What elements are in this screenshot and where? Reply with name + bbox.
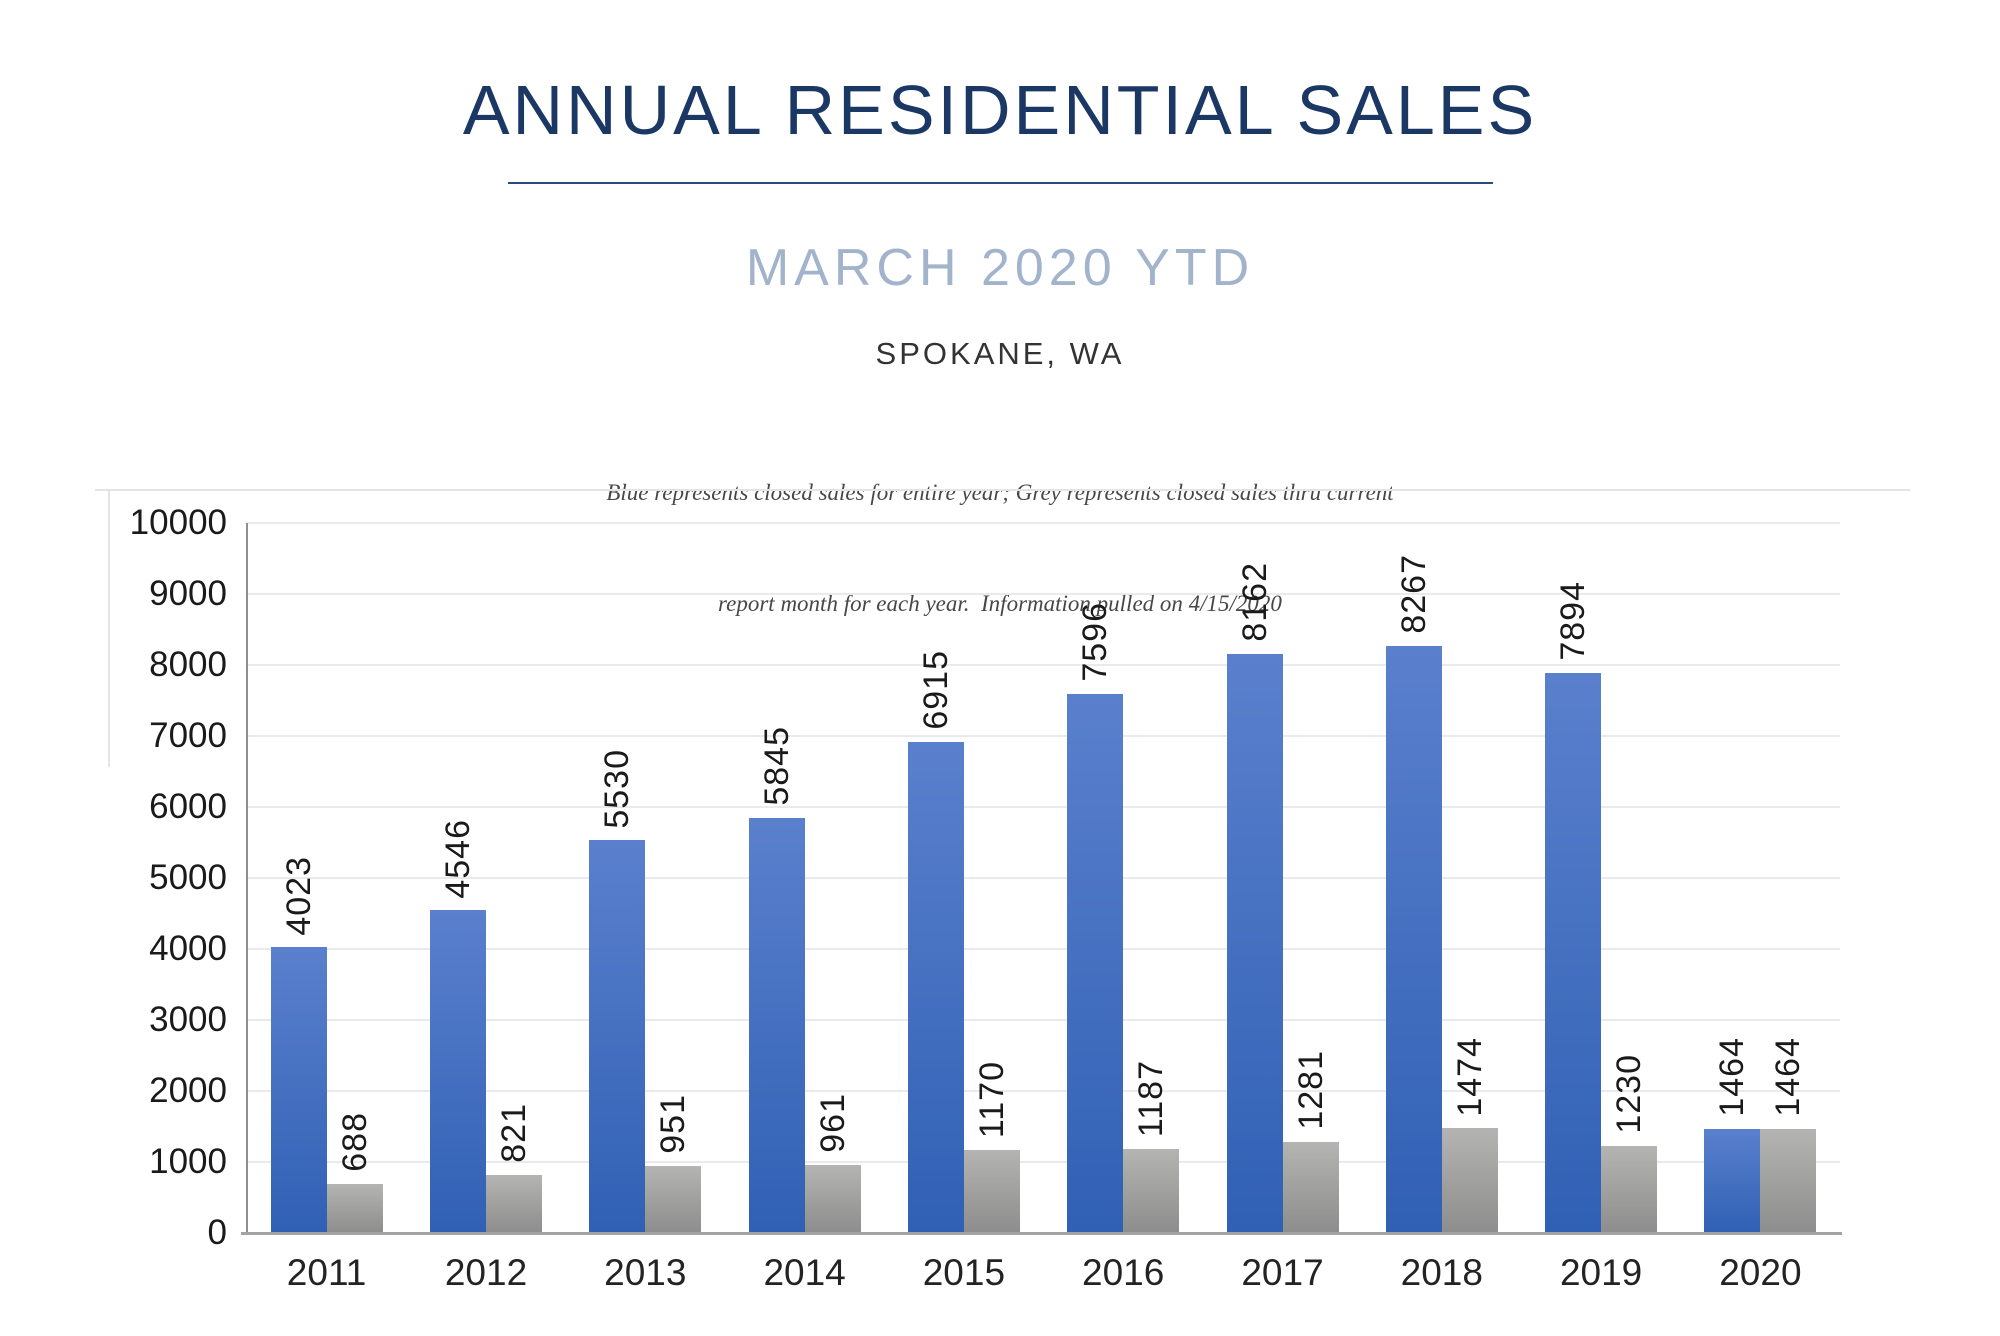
bar-annual-2016: [1067, 693, 1124, 1233]
panel-left-hairline: [108, 489, 110, 767]
x-axis-label-2020: 2020: [1719, 1252, 1802, 1293]
bar-annual-2019: [1545, 672, 1602, 1233]
bar-ytd-2017: [1282, 1142, 1339, 1233]
bar-value-label-ytd-2020: 1464: [1769, 1037, 1808, 1118]
bar-value-label-annual-2020: 1464: [1713, 1037, 1752, 1118]
y-axis-tick-label: 9000: [149, 574, 227, 613]
y-axis-tick-label: 4000: [149, 929, 227, 968]
bar-value-label-ytd-2011: 688: [335, 1112, 374, 1173]
bar-annual-2015: [907, 742, 964, 1233]
y-axis-tick-label: 5000: [149, 858, 227, 897]
x-axis-label-2013: 2013: [604, 1252, 687, 1293]
x-axis-line: [241, 1232, 1842, 1235]
y-axis-tick-label: 0: [207, 1213, 227, 1252]
bar-ytd-2014: [804, 1164, 861, 1233]
x-axis-label-2014: 2014: [763, 1252, 846, 1293]
gridline: [247, 593, 1840, 595]
gridline: [247, 522, 1840, 524]
bar-ytd-2019: [1601, 1145, 1658, 1233]
page-subtitle: MARCH 2020 YTD: [745, 239, 1255, 297]
bar-value-label-annual-2019: 7894: [1554, 580, 1593, 661]
y-axis-tick-label: 3000: [149, 1000, 227, 1039]
gridline: [247, 806, 1840, 808]
bar-annual-2011: [270, 947, 327, 1233]
gridline: [247, 877, 1840, 879]
bar-ytd-2012: [486, 1174, 542, 1233]
gridline: [247, 735, 1840, 737]
x-axis-label-2019: 2019: [1559, 1252, 1643, 1293]
bar-value-label-annual-2013: 5530: [598, 748, 637, 829]
legend-note-line2: report month for each year. Information …: [718, 591, 1282, 616]
panel-top-hairline: [95, 489, 1910, 491]
y-axis-tick-label: 2000: [149, 1071, 227, 1110]
y-axis-tick-label: 10000: [129, 503, 227, 542]
bar-value-label-ytd-2013: 951: [654, 1093, 693, 1154]
page-location: SPOKANE, WA: [875, 336, 1125, 371]
bar-value-label-ytd-2016: 1187: [1132, 1059, 1171, 1137]
gridline: [247, 664, 1840, 666]
bar-ytd-2020: [1760, 1129, 1817, 1233]
y-axis-tick-label: 7000: [149, 716, 227, 755]
bar-value-label-ytd-2012: 821: [495, 1102, 533, 1163]
bar-ytd-2016: [1123, 1148, 1180, 1233]
bar-annual-2014: [748, 818, 805, 1233]
x-axis-label-2016: 2016: [1082, 1252, 1165, 1293]
y-axis-tick-label: 1000: [149, 1142, 227, 1181]
bar-value-label-annual-2017: 8162: [1235, 561, 1274, 642]
bar-value-label-annual-2016: 7596: [1076, 602, 1115, 682]
bar-value-label-ytd-2015: 1170: [972, 1060, 1011, 1138]
bar-value-label-ytd-2014: 961: [813, 1093, 852, 1153]
bar-value-label-annual-2015: 6915: [916, 650, 955, 730]
bar-annual-2017: [1226, 653, 1283, 1233]
y-axis-line: [246, 523, 248, 1233]
title-underline-rule: [508, 182, 1493, 184]
bar-ytd-2011: [326, 1184, 383, 1233]
bar-value-label-annual-2012: 4546: [439, 818, 477, 899]
bar-annual-2013: [589, 840, 646, 1233]
bar-ytd-2015: [963, 1149, 1020, 1233]
page-title: ANNUAL RESIDENTIAL SALES: [462, 71, 1538, 149]
y-axis-tick-label: 6000: [149, 787, 227, 826]
bar-value-label-annual-2018: 8267: [1394, 554, 1433, 634]
chart-legend-note: Blue represents closed sales for entire …: [0, 400, 2000, 659]
bar-value-label-ytd-2018: 1474: [1450, 1036, 1489, 1117]
gridline: [247, 1161, 1840, 1163]
x-axis-label-2015: 2015: [922, 1252, 1006, 1293]
legend-note-line1: Blue represents closed sales for entire …: [606, 480, 1394, 505]
x-axis-label-2017: 2017: [1241, 1252, 1324, 1293]
gridline: [247, 948, 1840, 950]
bar-value-label-annual-2011: 4023: [279, 855, 318, 936]
x-axis-label-2018: 2018: [1400, 1252, 1483, 1293]
bar-ytd-2013: [645, 1165, 702, 1233]
bar-ytd-2018: [1441, 1128, 1498, 1233]
bar-annual-2018: [1385, 646, 1442, 1233]
gridline: [247, 1090, 1840, 1092]
gridline: [247, 1019, 1840, 1021]
bar-value-label-ytd-2019: 1230: [1610, 1054, 1649, 1134]
y-axis-tick-label: 8000: [149, 645, 227, 684]
bar-value-label-ytd-2017: 1281: [1291, 1050, 1330, 1130]
bar-annual-2020: [1704, 1129, 1761, 1233]
x-axis-label-2012: 2012: [444, 1252, 528, 1293]
bar-annual-2012: [430, 910, 486, 1233]
bar-value-label-annual-2014: 5845: [757, 726, 796, 806]
x-axis-label-2011: 2011: [286, 1252, 367, 1293]
